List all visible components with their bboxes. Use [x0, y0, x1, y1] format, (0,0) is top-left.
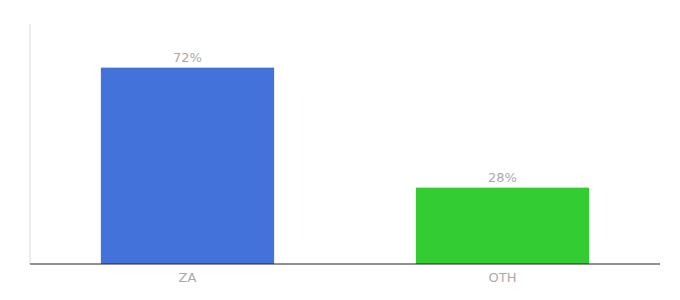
y-axis-line [30, 24, 31, 264]
data-label: 72% [173, 50, 202, 65]
bar [101, 68, 274, 264]
chart-svg: ZA OTH 72% 28% [0, 0, 680, 300]
x-tick-label: OTH [489, 270, 517, 285]
x-tick-label: ZA [179, 270, 197, 285]
bars [101, 68, 589, 264]
data-label: 28% [488, 170, 517, 185]
chart-container: ZA OTH 72% 28% [0, 0, 680, 300]
bar [416, 188, 589, 264]
x-axis-line [30, 263, 660, 264]
